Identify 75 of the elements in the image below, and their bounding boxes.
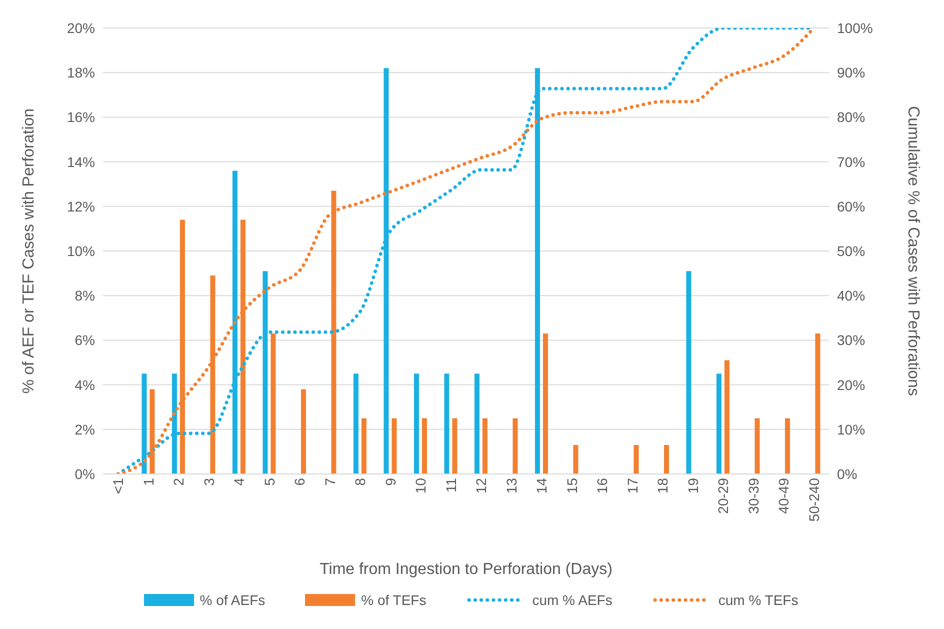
x-tick-label: 8 — [352, 478, 368, 486]
y2-tick-label: 0% — [837, 466, 858, 482]
x-tick-label: 18 — [654, 478, 671, 494]
y-axis-title: % of AEF or TEF Cases with Perforation — [20, 108, 38, 394]
bar — [724, 360, 730, 474]
x-tick-label: 19 — [684, 478, 701, 494]
x-tick-label: 50-240 — [806, 478, 822, 522]
x-axis-title: Time from Ingestion to Perforation (Days) — [320, 561, 612, 578]
legend-label: cum % AEFs — [532, 592, 612, 608]
y2-tick-label: 70% — [837, 154, 866, 170]
x-tick-label: 11 — [442, 478, 459, 493]
x-tick-label: 40-49 — [776, 478, 792, 514]
y-tick-label: 10% — [66, 242, 95, 259]
x-tick-label: 2 — [170, 478, 187, 486]
y-tick-label: 2% — [74, 421, 95, 438]
bar — [392, 418, 397, 474]
y2-tick-label: 60% — [837, 198, 866, 214]
x-tick-label: <1 — [110, 478, 126, 494]
bar — [664, 445, 669, 474]
x-tick-label: 7 — [322, 478, 338, 486]
y-tick-label: 12% — [66, 198, 95, 214]
x-tick-label: 20-29 — [715, 478, 732, 514]
y2-tick-label: 30% — [837, 332, 866, 348]
x-tick-label: 5 — [261, 478, 278, 486]
bar — [270, 334, 276, 474]
y-tick-label: 16% — [66, 109, 95, 126]
bar — [353, 374, 358, 474]
y2-tick-label: 90% — [837, 64, 866, 81]
y-tick-label: 14% — [66, 154, 95, 170]
y-tick-label: 20% — [66, 20, 95, 36]
legend-label: % of AEFs — [200, 592, 266, 608]
y-tick-label: 4% — [74, 376, 95, 393]
legend-label: cum % TEFs — [718, 592, 798, 608]
x-tick-label: 6 — [292, 478, 308, 486]
bar — [542, 334, 548, 474]
bar — [634, 445, 639, 474]
x-tick-label: 4 — [231, 478, 248, 486]
y2-tick-label: 20% — [837, 376, 866, 393]
x-tick-label: 16 — [594, 478, 610, 494]
bar — [686, 271, 692, 474]
y-tick-label: 0% — [74, 466, 95, 482]
y-tick-label: 6% — [74, 332, 95, 348]
bar — [512, 418, 518, 474]
y-tick-label: 8% — [74, 288, 95, 304]
x-tick-label: 9 — [382, 478, 398, 486]
bar — [414, 374, 419, 474]
y2-tick-label: 50% — [837, 242, 866, 259]
x-tick-label: 3 — [200, 478, 217, 486]
bar — [452, 418, 458, 474]
y2-tick-label: 100% — [837, 20, 873, 36]
y-tick-label: 18% — [66, 64, 95, 81]
x-tick-label: 12 — [473, 478, 490, 494]
y2-axis-title: Cumulative % of Cases with Perforations — [904, 106, 922, 396]
y2-tick-label: 80% — [837, 109, 866, 126]
bar — [815, 334, 820, 474]
bar — [573, 445, 578, 474]
x-tick-label: 1 — [140, 478, 156, 486]
x-tick-label: 13 — [503, 478, 520, 494]
x-tick-label: 17 — [624, 478, 640, 494]
bar — [716, 374, 722, 474]
y2-tick-label: 10% — [837, 421, 866, 438]
bar — [300, 389, 306, 474]
x-tick-label: 30-39 — [745, 478, 762, 514]
bar — [754, 418, 760, 474]
bar — [444, 374, 450, 474]
x-tick-label: 10 — [412, 478, 429, 494]
bar — [784, 418, 790, 474]
y2-tick-label: 40% — [837, 288, 866, 304]
bar — [474, 374, 480, 474]
bar — [422, 418, 427, 474]
x-tick-label: 15 — [564, 478, 580, 494]
legend-label: % of TEFs — [361, 592, 426, 608]
x-tick-label: 14 — [534, 478, 550, 494]
bar — [482, 418, 488, 474]
bar — [361, 418, 366, 474]
